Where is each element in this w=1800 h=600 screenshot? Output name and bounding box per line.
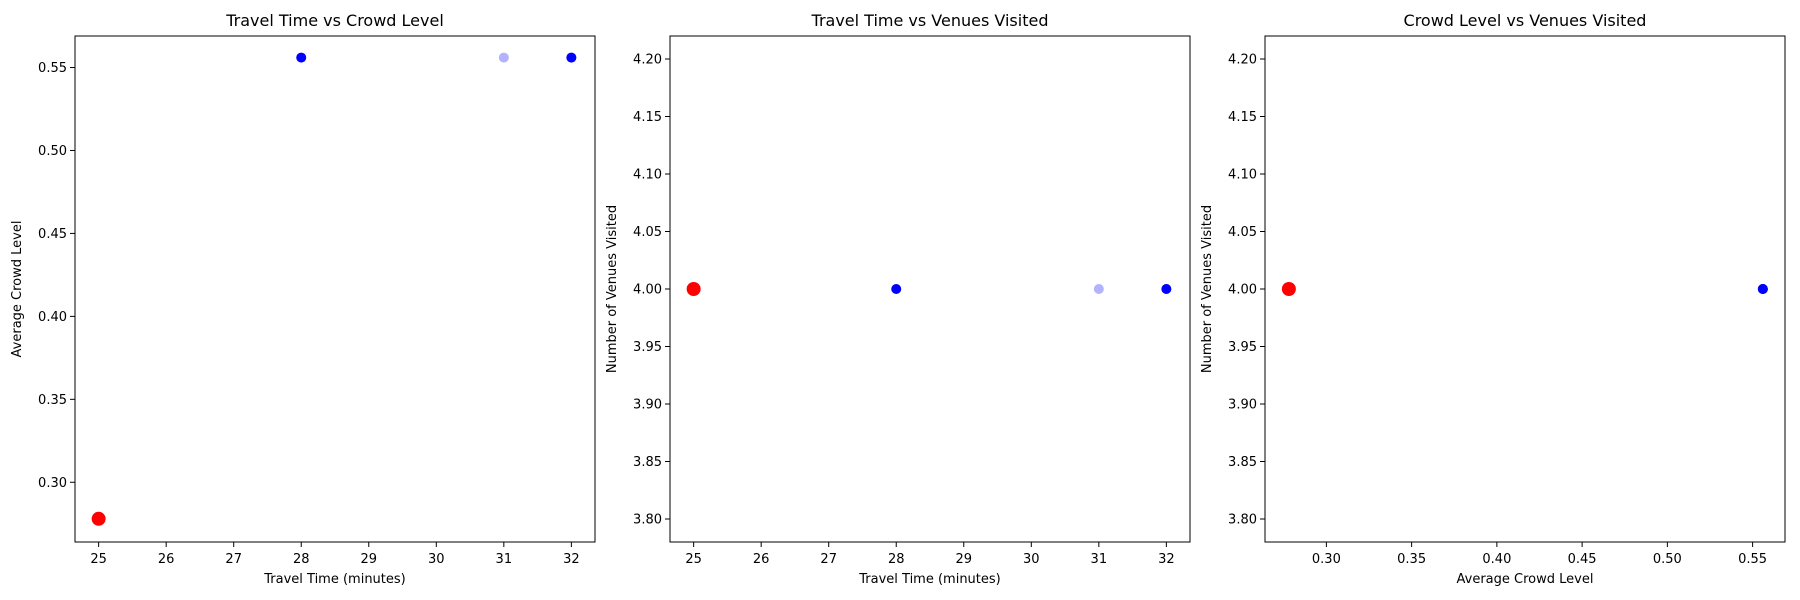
y-axis-label: Number of Venues Visited [1200, 205, 1215, 373]
x-tick-label: 0.50 [1653, 552, 1682, 567]
data-point [1161, 284, 1172, 294]
y-tick-label: 0.40 [38, 310, 67, 325]
data-point [1093, 284, 1104, 294]
x-tick-label: 0.30 [1312, 552, 1341, 567]
y-tick-label: 4.20 [633, 53, 662, 68]
plot-frame [669, 35, 1191, 543]
y-tick-label: 4.20 [1228, 53, 1257, 68]
x-tick-label: 0.40 [1482, 552, 1511, 567]
plot-frame [1264, 35, 1786, 543]
y-tick-label: 0.45 [38, 227, 67, 242]
y-tick-label: 3.80 [633, 513, 662, 528]
x-tick-label: 31 [496, 552, 513, 567]
y-tick-label: 0.50 [38, 144, 67, 159]
plot-frame [74, 35, 596, 543]
x-tick-label: 25 [685, 552, 702, 567]
data-point [1161, 284, 1172, 294]
y-tick-label: 3.90 [1228, 398, 1257, 413]
data-point [1757, 284, 1768, 294]
x-tick-label: 30 [1023, 552, 1040, 567]
x-tick-label: 0.45 [1568, 552, 1597, 567]
data-points [1281, 282, 1768, 296]
x-tick-label: 30 [428, 552, 445, 567]
x-tick-label: 29 [955, 552, 972, 567]
scatter-panel-travel-venues: Travel Time vs Venues Visited Travel Tim… [605, 11, 1191, 587]
y-tick-label: 3.85 [1228, 455, 1257, 470]
x-tick-label: 32 [563, 552, 580, 567]
y-tick-label: 4.05 [1228, 225, 1257, 240]
y-tick-label: 0.30 [38, 476, 67, 491]
data-point [566, 52, 577, 63]
data-points [686, 282, 1172, 296]
y-tick-label: 3.80 [1228, 513, 1257, 528]
y-ticks: 3.80 3.85 3.90 3.95 4.00 4.05 4.10 4.15 4.20 [633, 53, 670, 528]
x-tick-label: 26 [158, 552, 175, 567]
x-tick-label: 0.55 [1738, 552, 1767, 567]
x-ticks: 25 26 27 28 29 30 31 32 [90, 542, 580, 567]
data-point [891, 284, 902, 294]
x-tick-label: 29 [360, 552, 377, 567]
x-axis-label: Travel Time (minutes) [263, 572, 406, 587]
y-tick-label: 0.35 [38, 393, 67, 408]
x-tick-label: 32 [1158, 552, 1175, 567]
x-ticks: 0.30 0.35 0.40 0.45 0.50 0.55 [1312, 542, 1767, 567]
y-tick-label: 3.95 [1228, 340, 1257, 355]
y-tick-label: 0.55 [38, 61, 67, 76]
data-point [296, 52, 307, 63]
chart-title: Travel Time vs Venues Visited [811, 11, 1049, 30]
x-axis-label: Average Crowd Level [1457, 572, 1594, 587]
y-axis-label: Average Crowd Level [10, 221, 25, 358]
y-tick-label: 4.05 [633, 225, 662, 240]
x-tick-label: 27 [225, 552, 242, 567]
data-points [91, 52, 577, 526]
scatter-panel-travel-crowd: Travel Time vs Crowd Level Travel Time (… [10, 11, 596, 587]
y-tick-label: 4.15 [1228, 110, 1257, 125]
highlighted-point [1281, 282, 1296, 296]
x-tick-label: 26 [753, 552, 770, 567]
chart-title: Travel Time vs Crowd Level [225, 11, 444, 30]
y-tick-label: 4.15 [633, 110, 662, 125]
y-tick-label: 3.95 [633, 340, 662, 355]
x-axis-label: Travel Time (minutes) [858, 572, 1001, 587]
y-axis-label: Number of Venues Visited [605, 205, 620, 373]
x-tick-label: 28 [293, 552, 310, 567]
y-ticks: 3.80 3.85 3.90 3.95 4.00 4.05 4.10 4.15 4.20 [1228, 53, 1265, 528]
x-tick-label: 0.35 [1397, 552, 1426, 567]
y-tick-label: 4.10 [633, 168, 662, 183]
y-tick-label: 3.90 [633, 398, 662, 413]
x-tick-label: 31 [1091, 552, 1108, 567]
x-tick-label: 27 [820, 552, 837, 567]
data-point [498, 52, 509, 63]
chart-title: Crowd Level vs Venues Visited [1404, 11, 1647, 30]
data-point [566, 52, 577, 63]
highlighted-point [686, 282, 701, 296]
y-tick-label: 4.00 [633, 283, 662, 298]
x-tick-label: 28 [888, 552, 905, 567]
y-tick-label: 4.00 [1228, 283, 1257, 298]
highlighted-point [91, 511, 106, 526]
x-ticks: 25 26 27 28 29 30 31 32 [685, 542, 1175, 567]
scatter-panel-crowd-venues: Crowd Level vs Venues Visited Average Cr… [1200, 11, 1786, 587]
y-tick-label: 3.85 [633, 455, 662, 470]
x-tick-label: 25 [90, 552, 107, 567]
y-ticks: 0.30 0.35 0.40 0.45 0.50 0.55 [38, 61, 75, 491]
y-tick-label: 4.10 [1228, 168, 1257, 183]
